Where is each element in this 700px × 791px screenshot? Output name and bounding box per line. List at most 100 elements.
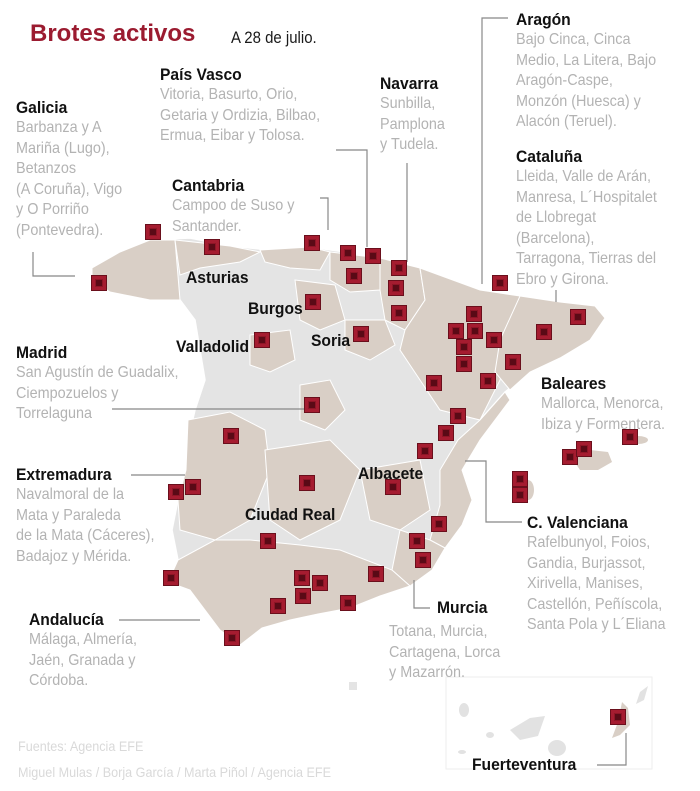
outbreak-marker-icon (346, 268, 362, 284)
outbreak-marker-icon (312, 575, 328, 591)
outbreak-marker-icon (385, 479, 401, 495)
outbreak-marker-icon (450, 408, 466, 424)
map-label-burgos: Burgos (248, 299, 303, 318)
leader-murcia (413, 580, 430, 609)
outbreak-marker-icon (204, 239, 220, 255)
outbreak-marker-icon (536, 324, 552, 340)
region-valenciana (429, 391, 511, 549)
annotation-valenciana: C. Valenciana Rafelbunyol, Foios, Gandia… (527, 513, 681, 636)
region-madrid (299, 379, 346, 431)
outbreak-marker-icon (562, 449, 578, 465)
annotation-baleares: Baleares Mallorca, Menorca, Ibiza y Form… (541, 374, 679, 435)
outbreak-marker-icon (260, 533, 276, 549)
authors-credit: Miguel Mulas / Borja García / Marta Piño… (18, 764, 332, 780)
outbreak-marker-icon (304, 235, 320, 251)
region-locations: Mallorca, Menorca, Ibiza y Formentera. (541, 395, 666, 433)
region-albacete (359, 459, 431, 531)
map-label-asturias: Asturias (186, 268, 249, 287)
outbreak-marker-icon (570, 309, 586, 325)
region-locations: Vitoria, Basurto, Orio, Getaria y Ordizi… (160, 86, 321, 144)
outbreak-marker-icon (388, 280, 404, 296)
annotation-cataluna: Cataluña Lleida, Valle de Arán, Manresa,… (516, 147, 673, 290)
annotation-andalucia: Andalucía Málaga, Almería, Jaén, Granada… (29, 610, 149, 692)
annotation-navarra: Navarra Sunbilla, Pamplona y Tudela. (380, 74, 452, 156)
outbreak-marker-icon (163, 570, 179, 586)
region-locations: Sunbilla, Pamplona y Tudela. (380, 95, 445, 153)
region-locations: Campoo de Suso y Santander. (172, 197, 295, 235)
outbreak-marker-icon (223, 428, 239, 444)
page-subtitle: A 28 de julio. (231, 28, 317, 47)
outbreak-marker-icon (391, 260, 407, 276)
outbreak-marker-icon (145, 224, 161, 240)
leader-valenciana (465, 460, 522, 523)
region-name: Fuerteventura (472, 755, 577, 774)
sources-credit: Fuentes: Agencia EFE (18, 738, 144, 754)
outbreak-marker-icon (224, 630, 240, 646)
region-locations: Málaga, Almería, Jaén, Granada y Córdoba… (29, 631, 138, 689)
annotation-pais-vasco: País Vasco Vitoria, Basurto, Orio, Getar… (160, 65, 338, 147)
region-name: C. Valenciana (527, 513, 628, 532)
outbreak-marker-icon (431, 516, 447, 532)
outbreak-marker-icon (368, 566, 384, 582)
map-label-ciudad-real: Ciudad Real (245, 505, 336, 524)
outbreak-marker-icon (480, 373, 496, 389)
outbreak-marker-icon (576, 441, 592, 457)
page-title: Brotes activos (30, 20, 196, 47)
map-label-albacete: Albacete (358, 464, 424, 483)
region-name: Cataluña (516, 147, 583, 166)
outbreak-marker-icon (486, 332, 502, 348)
region-locations: Totana, Murcia, Cartagena, Lorca y Mazar… (389, 623, 501, 681)
outbreak-marker-icon (391, 305, 407, 321)
region-locations: San Agustín de Guadalix, Ciempozuelos y … (16, 364, 179, 422)
outbreak-marker-icon (417, 443, 433, 459)
annotation-fuerteventura: Fuerteventura (472, 755, 585, 775)
outbreak-marker-icon (415, 552, 431, 568)
outbreak-marker-icon (610, 709, 626, 725)
outbreak-marker-icon (340, 245, 356, 261)
region-locations: Barbanza y A Mariña (Lugo), Betanzos (A … (16, 119, 123, 239)
outbreak-marker-icon (365, 248, 381, 264)
leader-aragon (481, 17, 508, 284)
outbreak-marker-icon (299, 475, 315, 491)
canarias-islands (458, 686, 648, 756)
outbreak-marker-icon (505, 354, 521, 370)
outbreak-marker-icon (448, 323, 464, 339)
leader-pais-vasco (336, 149, 368, 247)
annotation-extremadura: Extremadura Navalmoral de la Mata y Para… (16, 465, 170, 567)
region-name: Galicia (16, 98, 68, 117)
leader-lines (32, 17, 627, 766)
outbreak-marker-icon (492, 275, 508, 291)
annotation-murcia-title: Murcia (437, 598, 492, 618)
region-name: Murcia (437, 598, 488, 617)
leader-fuerteventura (597, 733, 627, 766)
leader-cantabria (320, 197, 329, 230)
region-andalucia (167, 539, 411, 646)
region-galicia (91, 239, 181, 301)
outbreak-marker-icon (254, 332, 270, 348)
region-locations: Lleida, Valle de Arán, Manresa, L´Hospit… (516, 168, 657, 288)
annotation-madrid: Madrid San Agustín de Guadalix, Ciempozu… (16, 343, 197, 425)
outbreak-marker-icon (185, 479, 201, 495)
map-label-soria: Soria (311, 331, 351, 350)
outbreak-marker-icon (622, 429, 638, 445)
outbreak-marker-icon (305, 294, 321, 310)
region-name: Navarra (380, 74, 439, 93)
outbreak-marker-icon (304, 397, 320, 413)
outbreak-marker-icon (466, 306, 482, 322)
outbreak-marker-icon (270, 598, 286, 614)
region-name: Aragón (516, 10, 571, 29)
outbreak-marker-icon (512, 471, 528, 487)
region-name: Cantabria (172, 176, 245, 195)
region-name: Extremadura (16, 465, 112, 484)
outbreak-marker-icon (340, 595, 356, 611)
region-name: País Vasco (160, 65, 242, 84)
annotation-galicia: Galicia Barbanza y A Mariña (Lugo), Beta… (16, 98, 134, 241)
outbreak-marker-icon (295, 588, 311, 604)
canarias-inset-frame (445, 676, 653, 770)
leader-galicia (32, 252, 75, 277)
region-locations: Navalmoral de la Mata y Paraleda de la M… (16, 486, 155, 565)
outbreak-marker-icon (168, 484, 184, 500)
outbreak-marker-icon (467, 323, 483, 339)
map-label-valladolid: Valladolid (176, 337, 250, 356)
region-asturias (174, 239, 262, 276)
